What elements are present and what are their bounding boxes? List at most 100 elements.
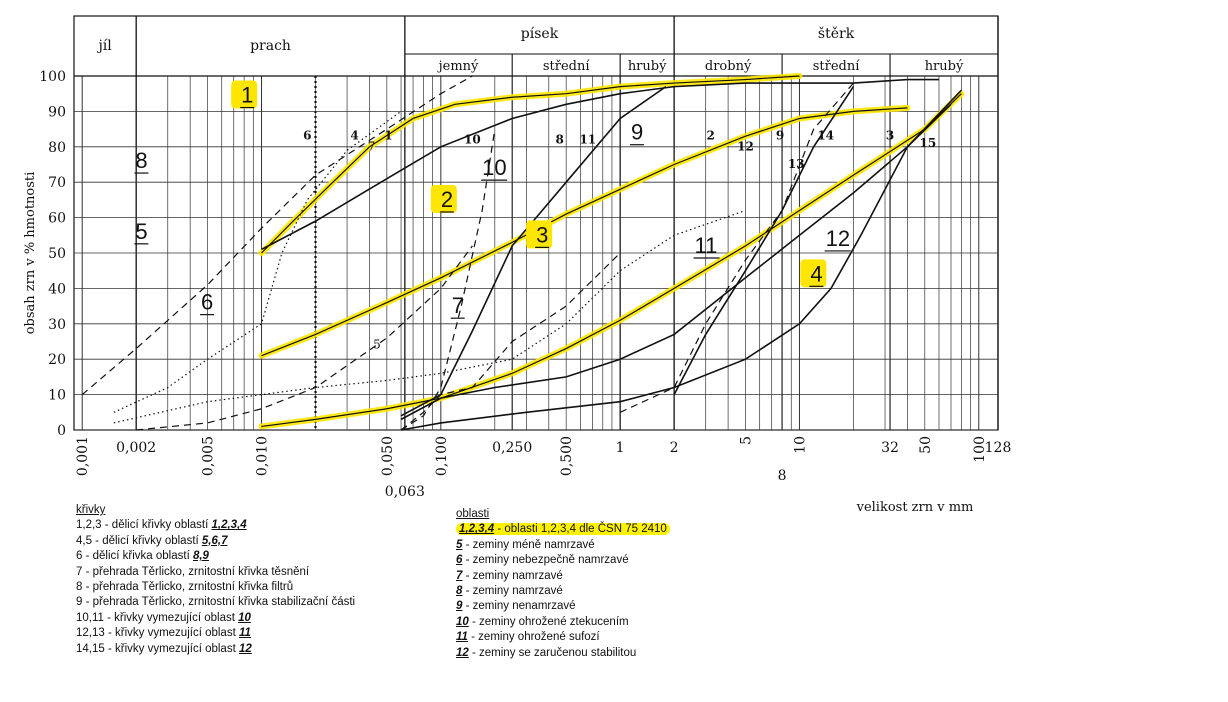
legend-areas-highlight: 1,2,3,4 - oblasti 1,2,3,4 dle ČSN 75 241… — [456, 523, 670, 536]
series-14-line — [619, 82, 854, 413]
x-tick-label: 0,100 — [434, 436, 450, 476]
legend-areas-ref: 9 — [456, 600, 463, 613]
legend-areas-item: 12 - zeminy se zaručenou stabilitou — [456, 647, 636, 659]
legend-curves-ref: 10 — [238, 611, 251, 624]
legend-areas-ref: 1,2,3,4 — [459, 523, 495, 536]
legend-curves: křivky 1,2,3 - dělicí křivky oblastí 1,2… — [76, 503, 355, 657]
header-subfraction-3: drobný — [705, 59, 752, 74]
legend-curves-text: 12,13 - křivky vymezující oblast — [76, 627, 239, 640]
x-tick-label: 0,010 — [255, 436, 271, 476]
legend-curves-ref: 12 — [238, 642, 252, 655]
header-subfraction-4: střední — [813, 59, 860, 74]
legend-curves-row: 9 - přehrada Těrlicko, zrnitostní křivka… — [76, 595, 355, 610]
legend-curves-text: 14,15 - křivky vymezující oblast — [76, 642, 239, 655]
legend-curves-row: 1,2,3 - dělicí křivky oblastí 1,2,3,4 — [76, 518, 355, 533]
legend-areas-item: 8 - zeminy namrzavé — [456, 585, 563, 597]
legend-areas-row: 11 - zeminy ohrožené sufozí — [456, 630, 670, 645]
curve-label-3: 3 — [886, 129, 894, 143]
legend-curves-text: 4,5 - dělicí křivky oblastí — [76, 534, 202, 547]
x-tick-label: 0,002 — [116, 440, 156, 456]
curve-label-5: 5 — [373, 338, 381, 352]
series-12-line — [400, 89, 962, 431]
y-tick-label: 40 — [48, 281, 66, 297]
legend-areas-text: - zeminy ohrožené sufozí — [467, 631, 600, 644]
x-tick-label: 0,250 — [492, 440, 532, 456]
area-label-3: 3 — [536, 222, 548, 247]
legend-areas-row: 5 - zeminy méně namrzavé — [456, 538, 670, 553]
legend-areas-text: - zeminy nebezpečně namrzavé — [462, 554, 629, 567]
legend-areas-item: 9 - zeminy nenamrzavé — [456, 600, 576, 612]
series-11-line — [400, 103, 952, 421]
series-group — [81, 73, 965, 431]
x-tick-label: 0,001 — [75, 436, 91, 476]
legend-areas-row: 12 - zeminy se zaručenou stabilitou — [456, 646, 670, 661]
area-label-11: 11 — [695, 233, 718, 258]
legend-areas-text: - zeminy nenamrzavé — [462, 600, 576, 613]
legend-curves-row: 14,15 - křivky vymezující oblast 12 — [76, 642, 355, 657]
curve-label-2: 2 — [707, 129, 715, 143]
curve-label-10: 10 — [464, 132, 481, 146]
legend-curves-text: 9 - přehrada Těrlicko, zrnitostní křivka… — [76, 596, 356, 609]
x-tick-label: 2 — [670, 440, 679, 456]
y-tick-label: 70 — [48, 175, 66, 191]
y-axis: 0 10 20 30 40 50 60 70 80 90 100 obsah zrn v % hmot… — [23, 69, 66, 439]
legend-areas-row: 8 - zeminy namrzavé — [456, 584, 670, 599]
legend-curves-row: 6 - dělicí křivka oblastí 8,9 — [76, 549, 355, 564]
curve-label-1: 1 — [384, 129, 392, 143]
y-tick-label: 50 — [48, 246, 66, 262]
curve-label-8: 8 — [555, 132, 563, 146]
legend-curves-ref: 5,6,7 — [201, 534, 228, 547]
legend-areas-row: 1,2,3,4 - oblasti 1,2,3,4 dle ČSN 75 241… — [456, 522, 670, 537]
area-label-1: 1 — [241, 83, 253, 108]
series-3-line-highlight — [258, 90, 965, 430]
series-10-line — [400, 252, 621, 431]
series-13-line — [113, 209, 746, 424]
x-tick-label: 5 — [738, 436, 754, 445]
legend-areas-text: - zeminy namrzavé — [462, 569, 563, 582]
curve-label-12: 12 — [737, 139, 754, 153]
legend-areas-ref: 11 — [456, 631, 468, 644]
legend-areas-ref: 8 — [456, 585, 463, 598]
legend-areas-ref: 12 — [456, 646, 469, 659]
legend-curves-row: 10,11 - křivky vymezující oblast 10 — [76, 611, 355, 626]
area-label-highlight-1 — [231, 80, 258, 109]
legend-curves-row: 8 - přehrada Těrlicko, zrnitostní křivka… — [76, 580, 355, 595]
legend-curves-row: 7 - přehrada Těrlicko, zrnitostní křivka… — [76, 565, 355, 580]
x-tick-label: 32 — [881, 440, 899, 456]
series-15-line — [673, 86, 855, 395]
x-tick-label: 1 — [616, 440, 625, 456]
area-label-4: 4 — [810, 261, 822, 286]
y-tick-label: 30 — [48, 317, 66, 333]
legend-areas-ref: 6 — [456, 554, 463, 567]
series-4-line — [261, 78, 939, 251]
chart-header: jíl prach písek štěrk jemný střední hrubý drobn… — [74, 25, 998, 77]
area-label-8: 8 — [135, 148, 147, 173]
legend-curves-text: 8 - přehrada Těrlicko, zrnitostní křivka… — [76, 581, 294, 594]
y-tick-label: 20 — [48, 352, 66, 368]
series-8-line — [400, 129, 496, 431]
legend-areas-item: 7 - zeminy namrzavé — [456, 570, 563, 582]
x-axis: 0,001 0,002 0,005 0,010 0,050 0,063 0,100 0,250… — [75, 436, 1011, 515]
legend-curves-text: 7 - přehrada Těrlicko, zrnitostní křivka… — [76, 565, 310, 578]
x-axis-label: velikost zrn v mm — [856, 500, 974, 515]
area-label-highlight-4 — [800, 259, 827, 288]
x-tick-label: 10 — [792, 436, 808, 454]
legend-curves-ref: 1,2,3,4 — [211, 519, 247, 532]
legend-curves-text: 10,11 - křivky vymezující oblast — [76, 611, 239, 624]
area-label-highlight-2 — [430, 184, 457, 213]
x-tick-label: 100 — [972, 436, 988, 463]
series-3-line — [261, 93, 962, 428]
curve-label-7: 7 — [368, 139, 376, 153]
area-label-9: 9 — [631, 120, 643, 145]
legend-areas: oblasti 1,2,3,4 - oblasti 1,2,3,4 dle ČS… — [456, 507, 670, 661]
legend-areas-text: - zeminy méně namrzavé — [462, 538, 595, 551]
area-label-highlight-3 — [526, 220, 553, 249]
y-tick-label: 90 — [48, 104, 66, 120]
x-tick-label: 50 — [918, 436, 934, 454]
curve-label-15: 15 — [919, 136, 936, 150]
header-subfraction-2: hrubý — [628, 59, 667, 74]
x-tick-label: 0,063 — [385, 484, 425, 500]
